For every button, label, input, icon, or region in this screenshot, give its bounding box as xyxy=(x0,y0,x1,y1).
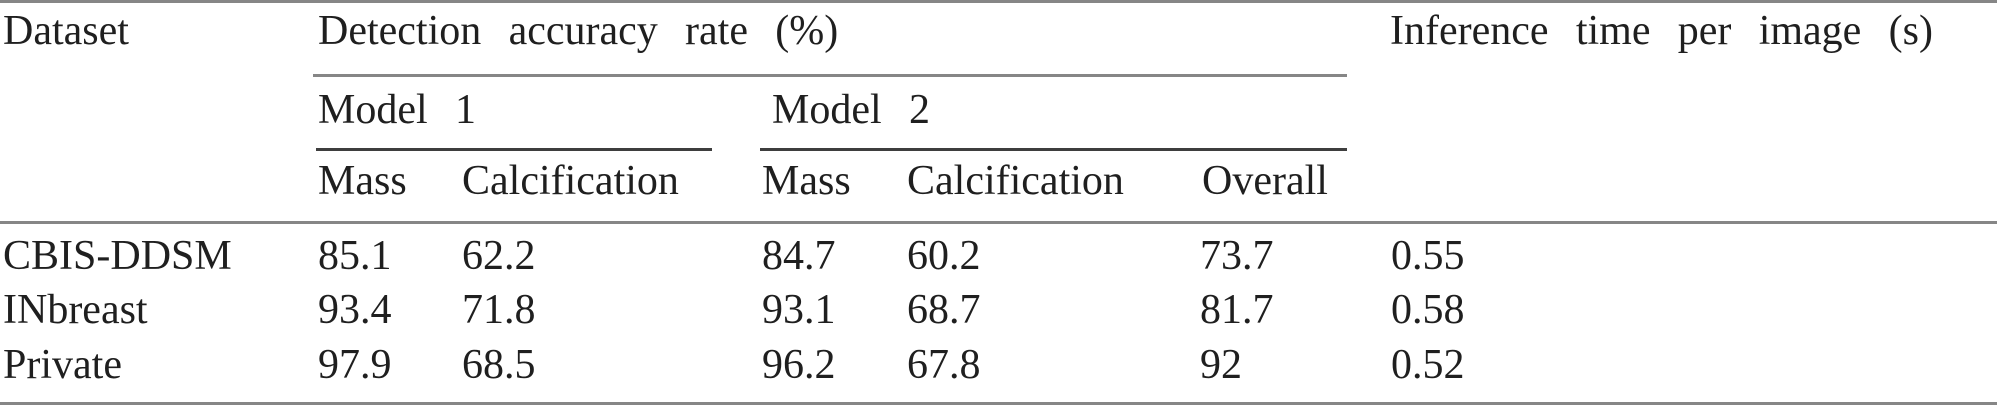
header-model1: Model 1 xyxy=(318,87,476,133)
cell-overall: 92 xyxy=(1200,342,1242,388)
header-model2-calcification: Calcification xyxy=(907,158,1124,204)
header-row-subcolumns: Mass Calcification Mass Calcification Ov… xyxy=(0,160,1997,214)
cell-overall: 73.7 xyxy=(1200,233,1274,279)
header-row-models: Model 1 Model 2 xyxy=(0,89,1997,143)
table-row: INbreast 93.4 71.8 93.1 68.7 81.7 0.58 xyxy=(0,289,1997,343)
table-top-rule xyxy=(0,0,1997,3)
cell-dataset: INbreast xyxy=(3,287,148,333)
model2-rule xyxy=(760,148,1347,151)
accuracy-group-rule xyxy=(313,74,1347,77)
cell-model1-mass: 93.4 xyxy=(318,287,392,333)
cell-model2-calcification: 67.8 xyxy=(907,342,981,388)
header-model1-calcification: Calcification xyxy=(462,158,679,204)
cell-model2-calcification: 60.2 xyxy=(907,233,981,279)
cell-model1-mass: 85.1 xyxy=(318,233,392,279)
header-dataset: Dataset xyxy=(3,8,129,54)
table-row: CBIS-DDSM 85.1 62.2 84.7 60.2 73.7 0.55 xyxy=(0,235,1997,289)
cell-model2-calcification: 68.7 xyxy=(907,287,981,333)
cell-overall: 81.7 xyxy=(1200,287,1274,333)
cell-model1-calcification: 68.5 xyxy=(462,342,536,388)
cell-model2-mass: 84.7 xyxy=(762,233,836,279)
header-model1-mass: Mass xyxy=(318,158,407,204)
cell-inference-time: 0.55 xyxy=(1391,233,1465,279)
cell-inference-time: 0.58 xyxy=(1391,287,1465,333)
cell-inference-time: 0.52 xyxy=(1391,342,1465,388)
header-model2: Model 2 xyxy=(772,87,930,133)
cell-model2-mass: 96.2 xyxy=(762,342,836,388)
cell-model1-calcification: 71.8 xyxy=(462,287,536,333)
model1-rule xyxy=(316,148,712,151)
header-row-groups: Dataset Detection accuracy rate (%) Infe… xyxy=(0,10,1997,64)
header-body-separator-rule xyxy=(0,221,1997,224)
cell-model2-mass: 93.1 xyxy=(762,287,836,333)
header-accuracy-group: Detection accuracy rate (%) xyxy=(318,8,839,54)
cell-dataset: CBIS-DDSM xyxy=(3,233,232,279)
table-bottom-rule xyxy=(0,402,1997,405)
cell-dataset: Private xyxy=(3,342,122,388)
header-model2-mass: Mass xyxy=(762,158,851,204)
cell-model1-calcification: 62.2 xyxy=(462,233,536,279)
table-row: Private 97.9 68.5 96.2 67.8 92 0.52 xyxy=(0,344,1997,398)
cell-model1-mass: 97.9 xyxy=(318,342,392,388)
header-inference-group: Inference time per image (s) xyxy=(1390,8,1933,54)
header-overall: Overall xyxy=(1202,158,1328,204)
